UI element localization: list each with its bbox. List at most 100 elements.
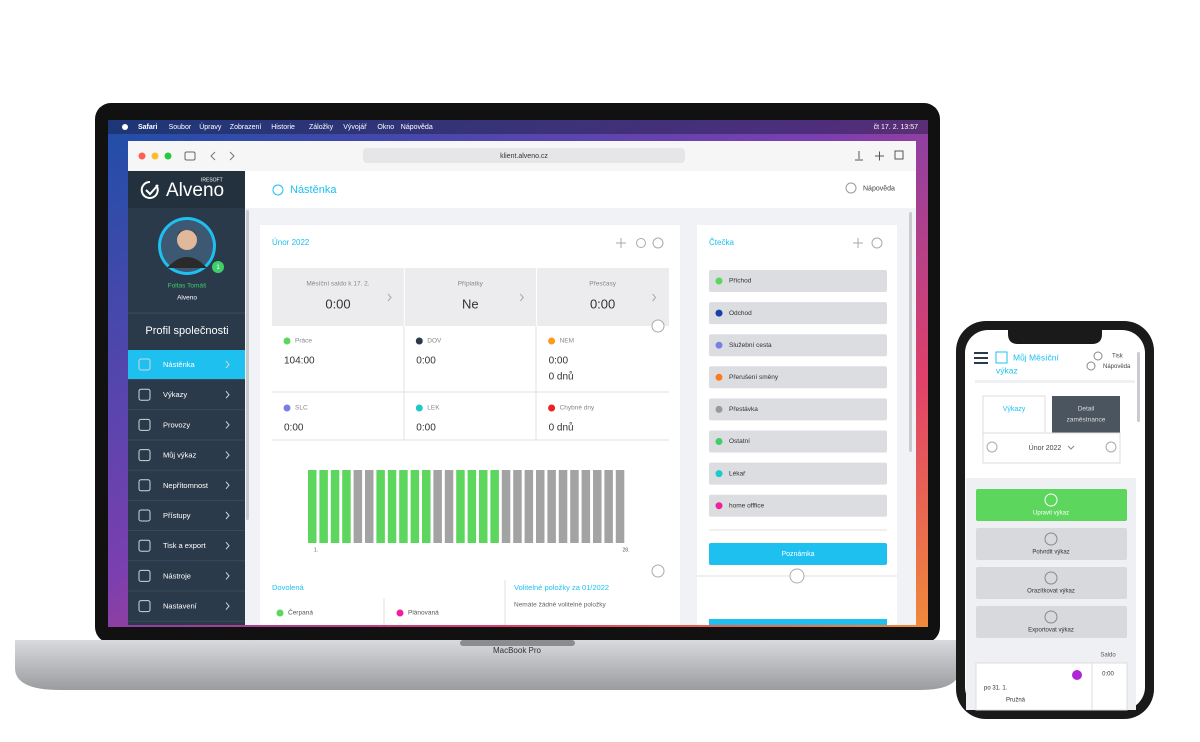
phone-notch — [1008, 330, 1102, 344]
card-tools[interactable] — [853, 237, 883, 249]
summary-label: Příplatky — [458, 281, 484, 288]
sidebar-toggle[interactable] — [184, 151, 196, 161]
stat-dot — [415, 404, 423, 412]
note-button[interactable] — [709, 543, 887, 565]
menubar-item[interactable]: Záložky — [309, 124, 334, 131]
print-link[interactable]: Tisk — [1112, 354, 1124, 360]
menubar — [108, 120, 928, 134]
menu-item[interactable] — [128, 470, 245, 500]
summary-value: 0:00 — [590, 296, 615, 311]
prev-month[interactable] — [986, 441, 998, 453]
phone-title: Můj Měsíční — [1013, 352, 1059, 362]
help-link[interactable]: Nápověda — [1103, 364, 1131, 370]
next-month[interactable] — [1105, 441, 1117, 453]
nav-arrows[interactable] — [210, 151, 235, 161]
collapse-button[interactable] — [651, 319, 665, 333]
menubar-item[interactable]: Úpravy — [199, 122, 222, 131]
menu-item[interactable] — [128, 501, 245, 530]
phone-divider — [975, 380, 1135, 383]
menubar-item[interactable]: Vývojář — [343, 124, 367, 131]
reader-label: Přestávka — [729, 406, 758, 413]
chart-end: 28. — [623, 547, 630, 553]
toolbar-icons[interactable] — [855, 151, 884, 161]
stat-value: 0:00 — [284, 423, 304, 434]
row-type: Pružná — [1006, 698, 1026, 704]
menu-icon — [138, 569, 151, 582]
summary-chevron[interactable] — [387, 293, 392, 302]
menu-icon — [138, 418, 151, 431]
url: klient.alveno.cz — [500, 153, 548, 160]
phone-button[interactable] — [976, 567, 1127, 599]
summary-chevron[interactable] — [652, 293, 657, 302]
menu-label: Přístupy — [163, 511, 191, 520]
tab-active[interactable] — [982, 395, 1046, 435]
summary-chevron[interactable] — [519, 293, 524, 302]
address-bar[interactable] — [363, 148, 685, 163]
reader-item[interactable] — [709, 366, 887, 389]
window-minimize[interactable] — [151, 152, 159, 160]
menubar-item[interactable]: Zobrazení — [230, 124, 262, 131]
help-icon[interactable] — [845, 182, 857, 194]
print-icon[interactable] — [1093, 351, 1103, 361]
menu-item[interactable] — [128, 561, 245, 591]
day-bar — [581, 470, 591, 543]
tab[interactable] — [1052, 396, 1120, 434]
reader-dot — [715, 405, 723, 413]
menu-item[interactable] — [128, 591, 245, 621]
menu-item[interactable] — [128, 440, 245, 470]
reader-item[interactable] — [709, 398, 887, 421]
collapse-button[interactable] — [789, 568, 805, 584]
header-icon — [272, 184, 284, 196]
day-bar — [558, 470, 568, 543]
day-bar — [330, 470, 340, 543]
menu-item[interactable] — [128, 531, 245, 561]
phone-button-icon — [1044, 532, 1058, 546]
menu-icon — [138, 388, 151, 401]
menu-chevron — [225, 572, 230, 580]
day-bar — [308, 470, 317, 543]
phone-button[interactable] — [976, 606, 1127, 638]
attendance-chart — [308, 470, 625, 543]
reader-item[interactable] — [709, 334, 887, 357]
window-close[interactable] — [138, 152, 146, 160]
reader-dot — [715, 309, 723, 317]
reader-item[interactable] — [709, 430, 887, 453]
collapse-button[interactable] — [651, 564, 665, 578]
help-icon[interactable] — [1086, 361, 1096, 371]
card-tools[interactable] — [616, 237, 664, 249]
chevron[interactable] — [1067, 445, 1075, 450]
day-bar — [536, 470, 545, 543]
section-title: Profil společnosti — [145, 325, 228, 337]
reader-item[interactable] — [709, 302, 887, 325]
hamburger[interactable] — [974, 352, 988, 364]
help-link[interactable]: Nápověda — [863, 185, 895, 192]
day-bar — [490, 470, 499, 543]
tabs-icon[interactable] — [894, 150, 904, 160]
edit-dot[interactable] — [1072, 670, 1082, 680]
menu-icon — [138, 358, 151, 371]
reader-item[interactable] — [709, 462, 887, 485]
menubar-item[interactable]: Soubor — [169, 124, 192, 131]
menubar-item[interactable]: Okno — [377, 124, 394, 131]
menubar-item[interactable]: Historie — [271, 124, 295, 131]
badge — [212, 261, 224, 273]
reader-item[interactable] — [709, 270, 887, 292]
phone-button[interactable] — [976, 489, 1127, 521]
menubar-item[interactable]: Safari — [138, 124, 158, 131]
reader-item[interactable] — [709, 494, 887, 517]
day-bar — [365, 470, 374, 543]
window-zoom[interactable] — [164, 152, 172, 160]
stats: Práce 104:00 DOV 0:00 NEM 0:00 0 dnů SLC 0:00 LEK… — [283, 337, 595, 434]
reader-label: Lékař — [729, 470, 746, 477]
apple-icon[interactable] — [122, 124, 128, 130]
reader-dot — [715, 341, 723, 349]
menu-item-active[interactable] — [128, 350, 245, 379]
menu-item[interactable] — [128, 380, 245, 410]
calendar-icon — [995, 351, 1008, 364]
menubar-item[interactable]: Nápověda — [401, 124, 433, 131]
day-row[interactable] — [975, 662, 1128, 711]
phone-button[interactable] — [976, 528, 1127, 560]
menu-chevron — [225, 451, 230, 459]
menu-item[interactable] — [128, 410, 245, 440]
